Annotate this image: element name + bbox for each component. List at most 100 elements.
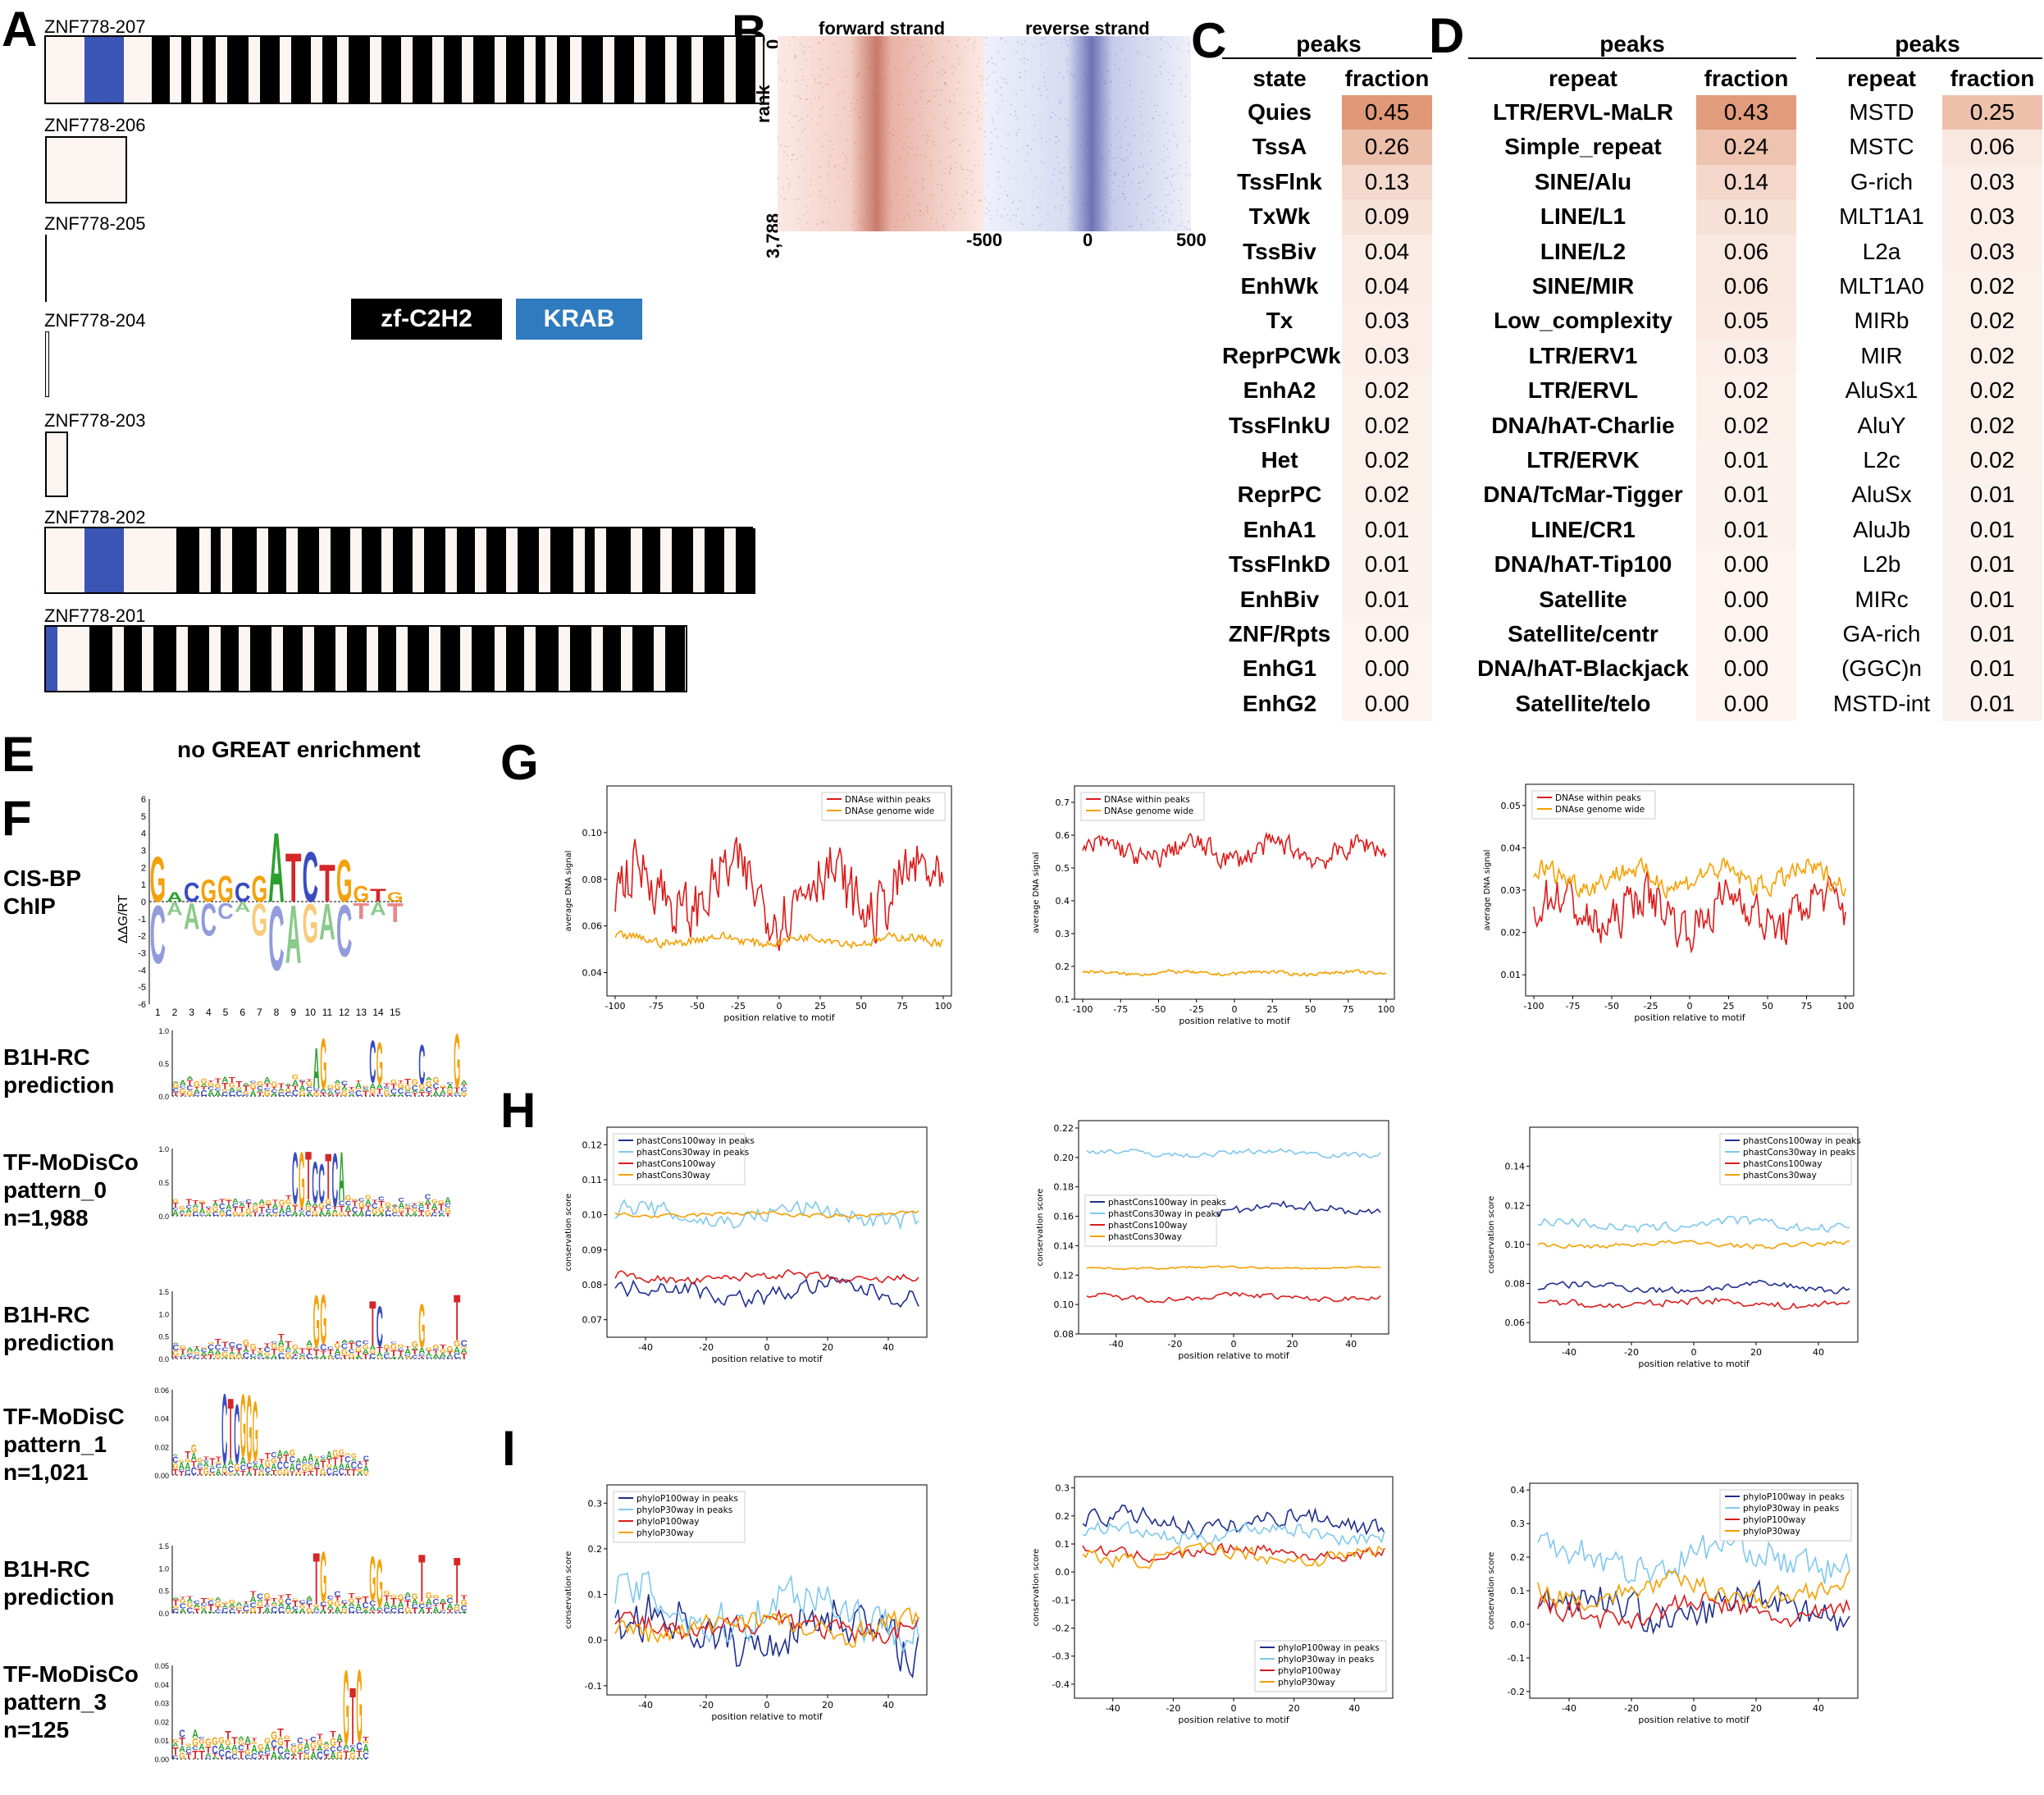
- logo-letter: A: [425, 1199, 432, 1206]
- heatmap-speck: [1053, 168, 1055, 170]
- table-row-value: 0.01: [1969, 586, 2015, 612]
- logo-letter: G: [412, 1208, 418, 1213]
- logo-label: B1H-RC prediction: [3, 1302, 115, 1355]
- heatmap-speck: [808, 194, 810, 196]
- legend-entry: phastCons30way: [1743, 1171, 1817, 1181]
- heatmap-speck: [1138, 182, 1139, 184]
- heatmap-speck: [828, 68, 829, 70]
- logo-letter: G: [398, 1345, 404, 1350]
- heatmap-speck: [1115, 199, 1117, 201]
- logo-letter: A: [198, 1743, 205, 1752]
- x-tick-label: 0: [1687, 1001, 1693, 1012]
- x-tick-label: -25: [1644, 1001, 1658, 1012]
- heatmap-speck: [1061, 173, 1063, 175]
- logo-tick: 0.05: [154, 1662, 169, 1670]
- x-tick-label: -20: [1167, 1339, 1182, 1350]
- heatmap-speck: [923, 213, 924, 215]
- panel-label-i: I: [502, 1421, 516, 1476]
- heatmap-speck: [1065, 197, 1066, 199]
- heatmap-speck: [879, 181, 882, 184]
- heatmap-speck: [985, 94, 987, 95]
- logo-letter: C: [239, 1202, 245, 1204]
- logo-letter: T: [357, 1460, 365, 1464]
- logo-position: 8: [274, 1007, 280, 1018]
- heatmap-speck: [1170, 46, 1171, 48]
- logo-letter: T: [186, 1079, 194, 1087]
- logo-letter: T: [306, 1605, 314, 1610]
- logo-letter: T: [292, 1353, 299, 1356]
- x-tick-label: -20: [1624, 1703, 1639, 1714]
- heatmap-speck: [1186, 228, 1188, 231]
- x-tick-label: 0: [1231, 1703, 1237, 1714]
- heatmap-speck: [996, 135, 998, 138]
- logo-letter: C: [306, 1599, 313, 1606]
- heatmap-speck: [946, 213, 948, 215]
- logo-letter: G: [310, 1742, 317, 1752]
- logo-letter: C: [412, 1355, 420, 1360]
- logo-letter: G: [299, 1356, 306, 1359]
- logo-letter: G: [186, 1601, 194, 1609]
- heatmap-speck: [1169, 139, 1170, 142]
- logo-letter: C: [221, 1090, 228, 1098]
- table-row-value: 0.03: [1969, 203, 2015, 230]
- heatmap-speck: [972, 43, 974, 45]
- heatmap-speck: [832, 79, 834, 81]
- heatmap-speck: [1179, 165, 1181, 167]
- logo-letter: C: [243, 1094, 250, 1097]
- heatmap-speck: [862, 53, 864, 56]
- heatmap-speck: [973, 50, 974, 52]
- logo-letter: A: [320, 1089, 328, 1092]
- logo-letter: A: [167, 889, 183, 905]
- logo-letter: C: [404, 1596, 411, 1602]
- logo-letter: T: [191, 1460, 197, 1469]
- heatmap-speck: [1171, 213, 1174, 215]
- heatmap-speck: [979, 191, 981, 194]
- logo-letter: T: [278, 1332, 285, 1341]
- heatmap-speck: [1009, 177, 1011, 179]
- logo-letter: A: [179, 1460, 185, 1472]
- logo-letter: T: [243, 1085, 250, 1094]
- logo-letter: A: [228, 1458, 234, 1468]
- logo-letter: G: [209, 1473, 216, 1476]
- heatmap-speck: [932, 141, 934, 143]
- logo-letter: G: [226, 1198, 232, 1201]
- logo-position: 2: [172, 1007, 178, 1018]
- logo-letter: C: [383, 1352, 390, 1360]
- x-axis-label: position relative to motif: [1638, 1359, 1750, 1369]
- legend-entry: phyloP100way: [1743, 1515, 1805, 1525]
- logo-letter: T: [245, 1202, 252, 1210]
- heatmap-speck: [903, 103, 905, 105]
- transcript-label: ZNF778-201: [44, 605, 146, 626]
- logo-letter: A: [327, 1090, 335, 1096]
- logo-letter: T: [310, 1748, 317, 1752]
- heatmap-speck: [815, 139, 817, 140]
- logo-letter: A: [203, 1460, 209, 1468]
- heatmap-speck: [855, 99, 858, 101]
- heatmap-speck: [954, 162, 956, 164]
- heatmap-speck: [1079, 212, 1080, 213]
- logo-letter: T: [334, 1341, 341, 1344]
- legend-entry: DNAse genome wide: [1104, 806, 1193, 816]
- logo-letter: A: [212, 1756, 219, 1760]
- heatmap-speck: [1052, 174, 1054, 176]
- logo-letter: T: [302, 1472, 308, 1477]
- logo-letter: T: [308, 1469, 314, 1477]
- heatmap-speck: [1015, 178, 1017, 180]
- heatmap-tick: 500: [1176, 230, 1207, 250]
- heatmap-speck: [1035, 176, 1037, 179]
- heatmap-speck: [1083, 163, 1084, 165]
- heatmap-speck: [801, 130, 804, 132]
- table-row-value: 0.02: [1969, 447, 2015, 473]
- heatmap-speck: [910, 119, 912, 121]
- chart-H: -40 -20 0 20 400.060.080.100.120.14position …: [1487, 1126, 1861, 1369]
- logo-letter: T: [440, 1343, 447, 1350]
- heatmap-speck: [1024, 40, 1026, 43]
- logo-letter: C: [390, 1607, 398, 1615]
- heatmap-speck: [1146, 38, 1148, 39]
- heatmap-speck: [926, 209, 928, 212]
- heatmap-speck: [1110, 117, 1112, 120]
- heatmap-speck: [1163, 161, 1166, 162]
- series-line: [614, 1210, 919, 1219]
- logo-letter: G: [398, 1593, 404, 1602]
- heatmap-speck: [1157, 104, 1158, 106]
